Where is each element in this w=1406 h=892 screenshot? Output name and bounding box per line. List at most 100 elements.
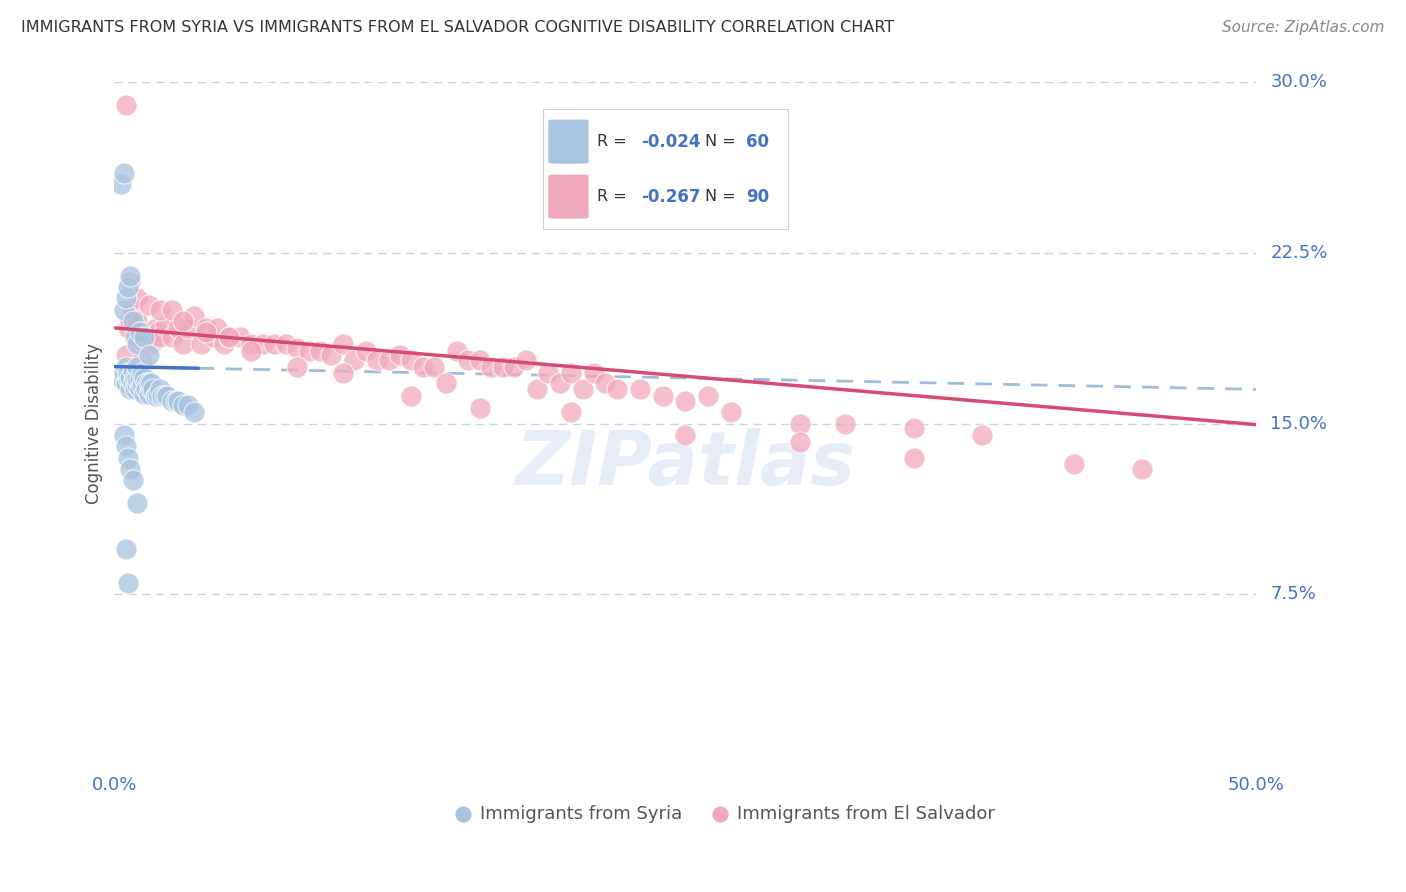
- Point: [332, 367, 354, 381]
- Point: [146, 326, 169, 340]
- Point: [377, 352, 399, 367]
- Point: [675, 428, 697, 442]
- Point: [139, 382, 162, 396]
- Point: [124, 371, 146, 385]
- Point: [903, 421, 925, 435]
- Point: [114, 376, 136, 390]
- Point: [120, 268, 142, 283]
- Point: [132, 330, 155, 344]
- Point: [121, 376, 143, 390]
- Point: [112, 302, 135, 317]
- Point: [423, 359, 446, 374]
- Point: [720, 405, 742, 419]
- Point: [165, 393, 187, 408]
- Point: [135, 382, 157, 396]
- Point: [138, 298, 160, 312]
- Point: [176, 321, 198, 335]
- Point: [537, 367, 560, 381]
- Point: [176, 398, 198, 412]
- Point: [138, 330, 160, 344]
- Point: [131, 367, 153, 381]
- Point: [201, 330, 224, 344]
- Point: [183, 405, 205, 419]
- Point: [135, 376, 157, 390]
- Point: [117, 280, 139, 294]
- Point: [131, 352, 153, 367]
- Point: [114, 348, 136, 362]
- Point: [309, 343, 332, 358]
- Text: Source: ZipAtlas.com: Source: ZipAtlas.com: [1222, 20, 1385, 35]
- Point: [128, 326, 150, 340]
- Point: [139, 376, 162, 390]
- Point: [121, 364, 143, 378]
- Text: 30.0%: 30.0%: [1271, 73, 1327, 91]
- Point: [121, 474, 143, 488]
- Point: [263, 336, 285, 351]
- Point: [167, 393, 190, 408]
- Point: [479, 359, 502, 374]
- Point: [183, 310, 205, 324]
- Point: [160, 330, 183, 344]
- Point: [297, 343, 319, 358]
- Point: [1063, 458, 1085, 472]
- Point: [212, 336, 235, 351]
- Point: [139, 336, 162, 351]
- Point: [124, 382, 146, 396]
- Point: [117, 371, 139, 385]
- Point: [697, 389, 720, 403]
- Text: 7.5%: 7.5%: [1271, 585, 1316, 603]
- Point: [127, 291, 149, 305]
- Point: [138, 348, 160, 362]
- Point: [120, 382, 142, 396]
- Point: [127, 314, 149, 328]
- Point: [332, 336, 354, 351]
- Point: [274, 336, 297, 351]
- Point: [789, 434, 811, 449]
- Point: [127, 336, 149, 351]
- Point: [167, 321, 190, 335]
- Point: [595, 376, 617, 390]
- Point: [252, 336, 274, 351]
- Point: [142, 382, 165, 396]
- Point: [468, 401, 491, 415]
- Point: [560, 367, 582, 381]
- Point: [229, 330, 252, 344]
- Point: [114, 541, 136, 556]
- Point: [240, 336, 263, 351]
- Point: [675, 393, 697, 408]
- Point: [153, 389, 176, 403]
- Y-axis label: Cognitive Disability: Cognitive Disability: [86, 343, 103, 504]
- Point: [205, 321, 228, 335]
- Point: [503, 359, 526, 374]
- Point: [124, 330, 146, 344]
- Point: [285, 342, 308, 356]
- Point: [112, 166, 135, 180]
- Point: [127, 496, 149, 510]
- Point: [120, 462, 142, 476]
- Point: [606, 382, 628, 396]
- Point: [434, 376, 457, 390]
- Point: [117, 367, 139, 381]
- Point: [112, 428, 135, 442]
- Point: [121, 359, 143, 374]
- Point: [114, 439, 136, 453]
- Point: [149, 330, 172, 344]
- Point: [457, 352, 479, 367]
- Point: [131, 336, 153, 351]
- Point: [354, 343, 377, 358]
- Point: [571, 382, 593, 396]
- Point: [285, 359, 308, 374]
- Point: [128, 382, 150, 396]
- Point: [412, 359, 434, 374]
- Point: [194, 321, 217, 335]
- Point: [131, 377, 153, 392]
- Point: [548, 376, 571, 390]
- Point: [366, 352, 388, 367]
- Point: [146, 387, 169, 401]
- Point: [218, 330, 240, 344]
- Point: [120, 371, 142, 385]
- Point: [145, 321, 167, 335]
- Point: [190, 336, 212, 351]
- Point: [194, 326, 217, 340]
- Point: [120, 314, 142, 328]
